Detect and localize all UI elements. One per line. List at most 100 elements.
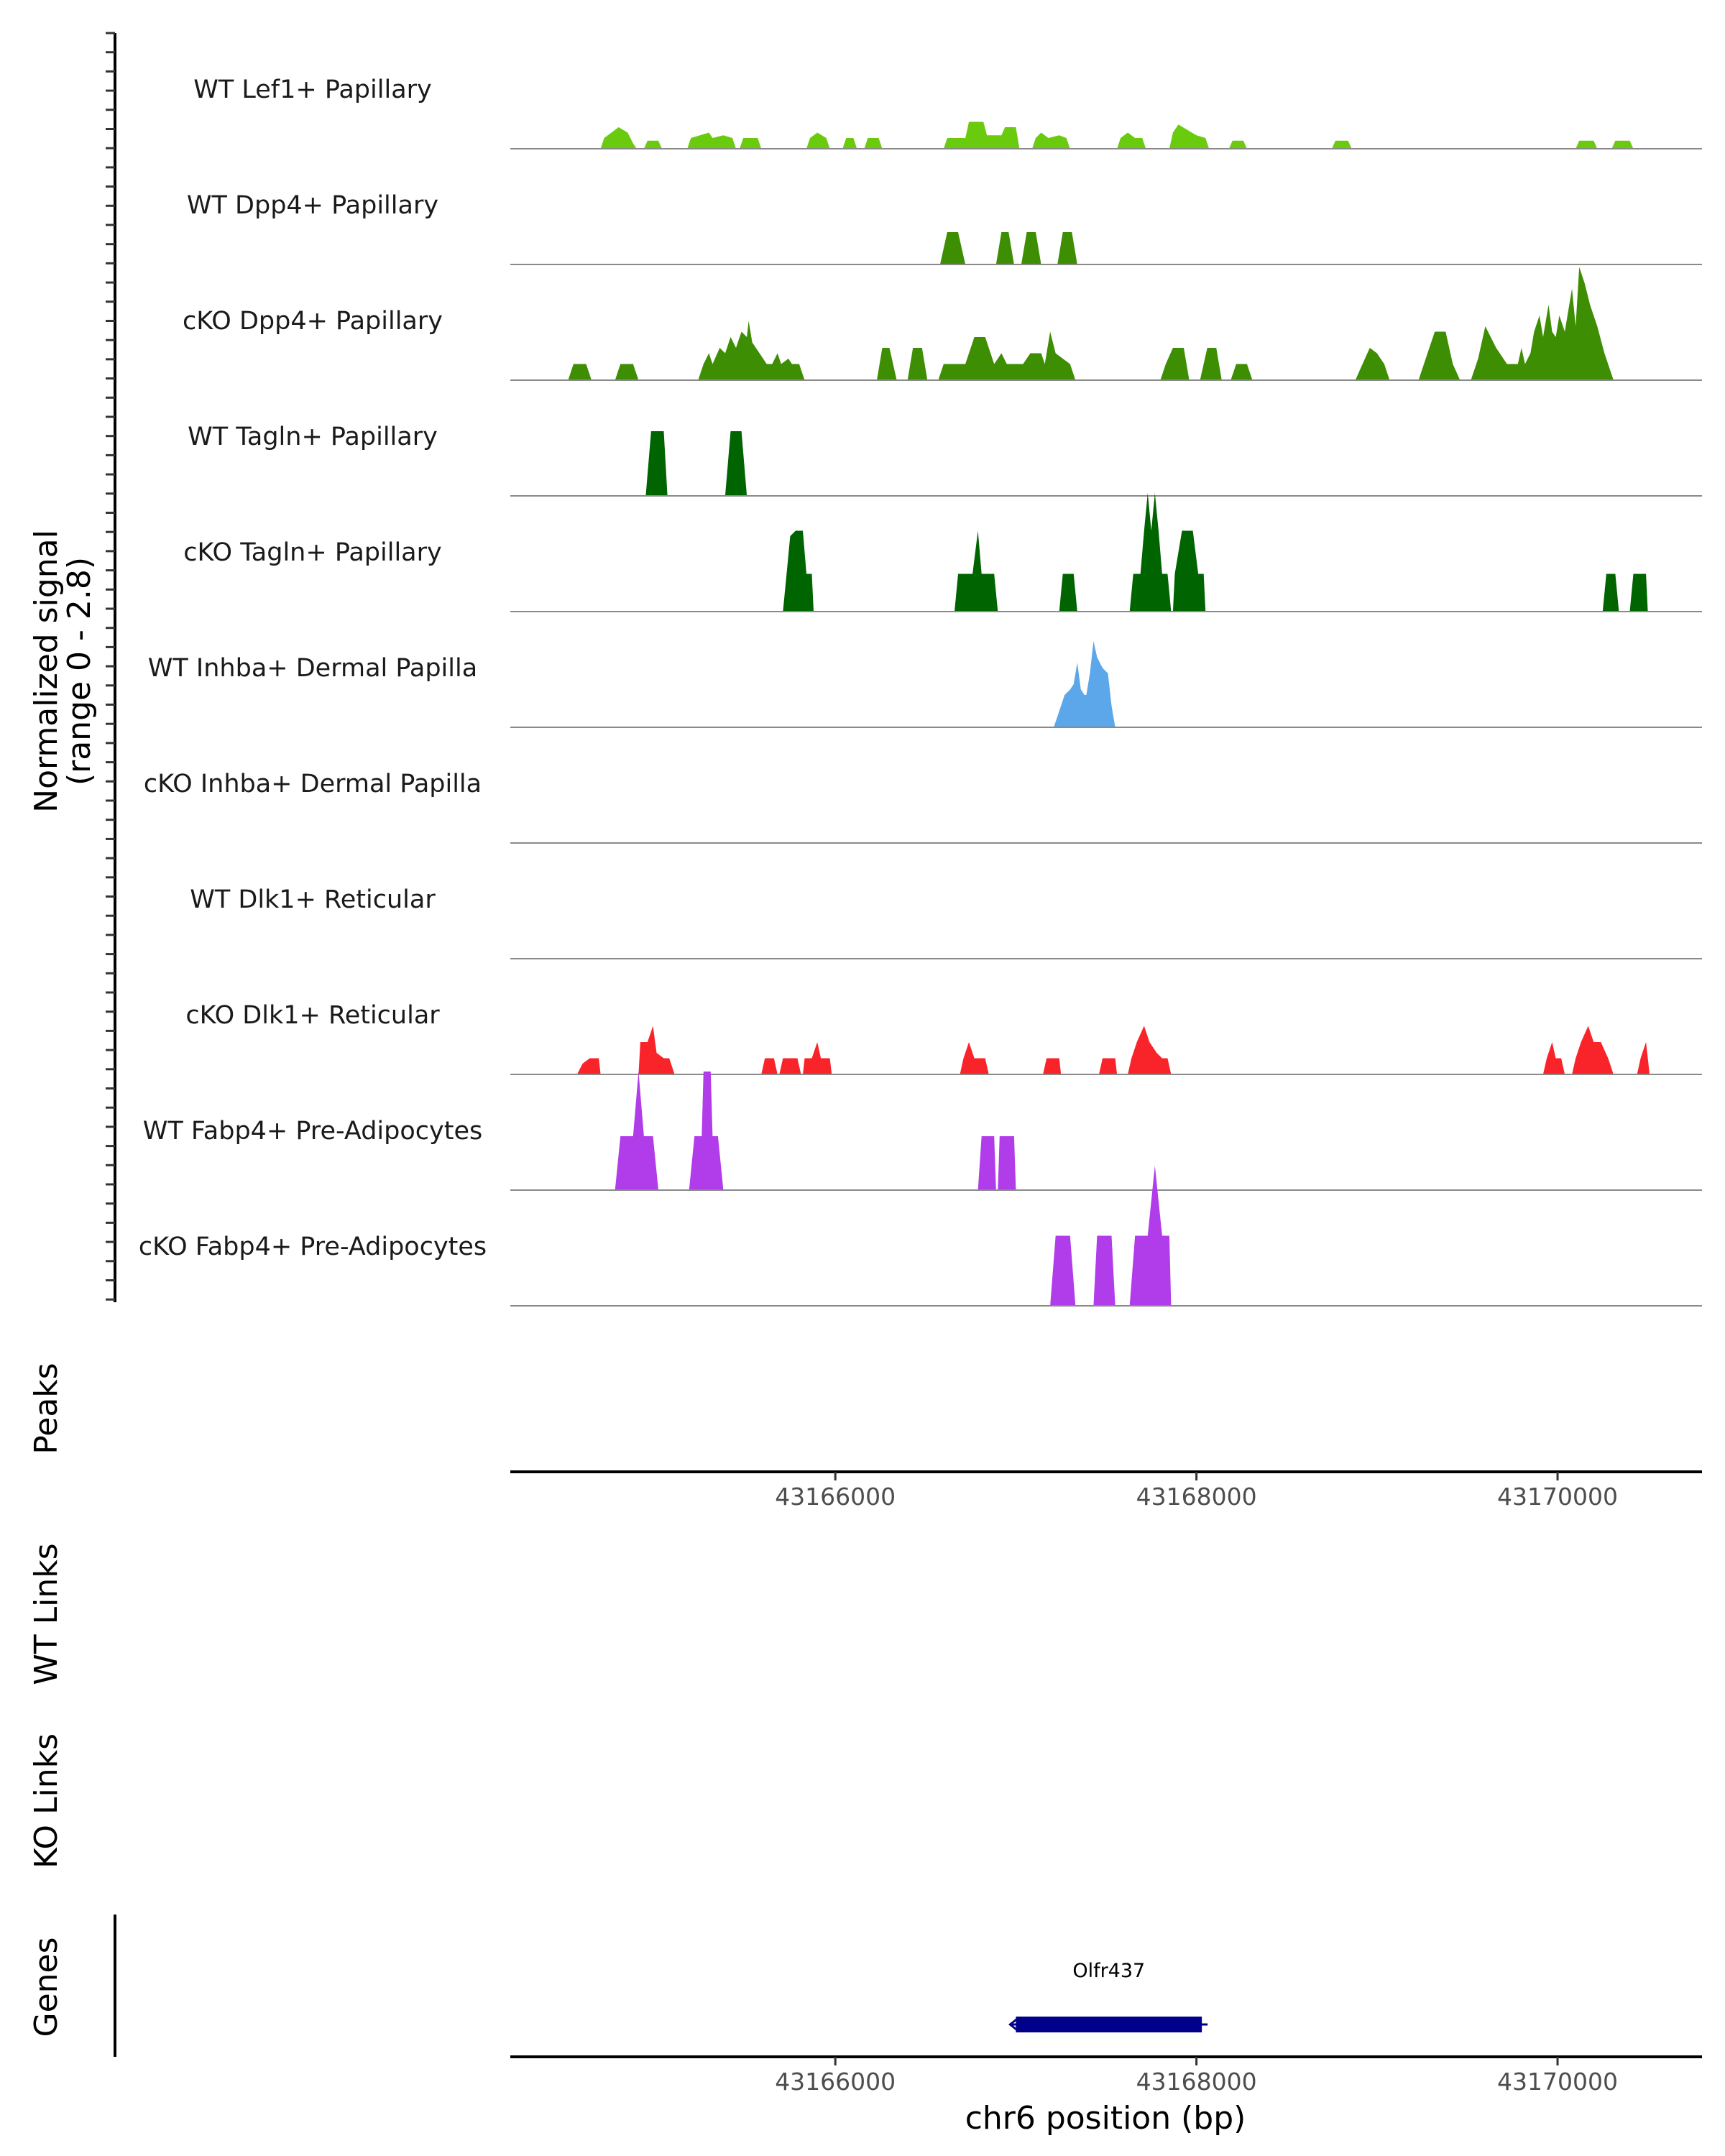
peaks-x-ticks: 43166000 43168000 43170000 bbox=[775, 1472, 1618, 1511]
signal-peak bbox=[1099, 1058, 1118, 1074]
track-5: cKO Tagln+ Papillary bbox=[183, 493, 1702, 612]
track-label: WT Dpp4+ Papillary bbox=[187, 191, 438, 220]
signal-peak bbox=[1043, 1058, 1062, 1074]
signal-peak bbox=[1172, 530, 1206, 612]
signal-peak bbox=[1057, 232, 1077, 264]
signal-peak bbox=[779, 1058, 801, 1074]
x-tick-label: 43166000 bbox=[775, 1483, 896, 1511]
signal-peak bbox=[877, 348, 897, 380]
signal-peak bbox=[842, 138, 857, 149]
signal-peak bbox=[761, 1058, 778, 1074]
signal-peak bbox=[1050, 1235, 1076, 1306]
signal-peak bbox=[645, 431, 668, 496]
signal-peak bbox=[615, 1072, 658, 1190]
track-label: WT Lef1+ Papillary bbox=[193, 75, 432, 104]
track-label: cKO Inhba+ Dermal Papilla bbox=[144, 770, 482, 798]
x-tick-label: 43168000 bbox=[1136, 1483, 1257, 1511]
genes-x-ticks: 43166000 43168000 43170000 bbox=[775, 2057, 1618, 2096]
y-axis-title-line-2: (range 0 - 2.8) bbox=[61, 557, 98, 786]
signal-peak bbox=[954, 530, 998, 612]
genes-panel-title: Genes bbox=[28, 1937, 65, 2037]
signal-peak bbox=[995, 232, 1014, 264]
track-label: cKO Dpp4+ Papillary bbox=[183, 307, 443, 336]
track-11: cKO Fabp4+ Pre-Adipocytes bbox=[139, 1166, 1702, 1307]
ko-links-panel-title: KO Links bbox=[28, 1733, 65, 1869]
x-tick-label: 43166000 bbox=[775, 2068, 896, 2096]
signal-peak bbox=[960, 1042, 989, 1074]
track-7: cKO Inhba+ Dermal Papilla bbox=[144, 770, 1702, 844]
signal-peak bbox=[783, 530, 814, 612]
signal-peak bbox=[1129, 493, 1172, 612]
gene-track: Olfr437 bbox=[1008, 1960, 1208, 2032]
signal-peak bbox=[998, 1136, 1016, 1190]
signal-peak bbox=[1471, 267, 1614, 380]
track-label: WT Fabp4+ Pre-Adipocytes bbox=[143, 1117, 482, 1146]
signal-peak bbox=[576, 1058, 601, 1074]
signal-peak bbox=[1418, 331, 1460, 380]
signal-peak bbox=[939, 232, 966, 264]
signal-peak bbox=[689, 1072, 724, 1190]
signal-peak bbox=[740, 138, 762, 149]
track-label: WT Tagln+ Papillary bbox=[188, 423, 438, 451]
signal-peak bbox=[568, 364, 592, 380]
signal-peak bbox=[687, 132, 736, 149]
signal-peak bbox=[1355, 348, 1390, 380]
signal-peak bbox=[1117, 132, 1146, 149]
signal-peak bbox=[1332, 140, 1352, 149]
strand-arrow-icon bbox=[1008, 2017, 1018, 2032]
track-2: WT Dpp4+ Papillary bbox=[187, 191, 1702, 265]
signal-peak bbox=[864, 138, 883, 149]
signal-peak bbox=[978, 1136, 996, 1190]
signal-peak bbox=[643, 140, 662, 149]
signal-peak bbox=[1093, 1235, 1116, 1306]
signal-peak bbox=[698, 321, 805, 380]
signal-peak bbox=[1169, 124, 1210, 149]
track-1: WT Lef1+ Papillary bbox=[193, 75, 1702, 149]
track-6: WT Inhba+ Dermal Papilla bbox=[148, 641, 1702, 728]
x-tick-label: 43168000 bbox=[1136, 2068, 1257, 2096]
wt-links-panel-title: WT Links bbox=[28, 1543, 65, 1685]
x-axis-title: chr6 position (bp) bbox=[965, 2100, 1246, 2137]
signal-peak bbox=[1230, 364, 1253, 380]
signal-peak bbox=[615, 364, 639, 380]
signal-peak bbox=[600, 127, 637, 149]
y-axis-title-line-1: Normalized signal bbox=[28, 530, 65, 813]
signal-peak bbox=[724, 431, 748, 496]
peaks-panel-title: Peaks bbox=[28, 1363, 65, 1454]
track-label: WT Dlk1+ Reticular bbox=[190, 885, 436, 914]
x-tick-label: 43170000 bbox=[1497, 1483, 1618, 1511]
signal-peak bbox=[1602, 573, 1619, 612]
signal-peak bbox=[1160, 348, 1190, 380]
track-4: WT Tagln+ Papillary bbox=[188, 423, 1702, 497]
track-label: cKO Dlk1+ Reticular bbox=[185, 1001, 440, 1030]
track-3: cKO Dpp4+ Papillary bbox=[183, 267, 1702, 381]
signal-peak bbox=[1637, 1042, 1650, 1074]
signal-peak bbox=[1054, 641, 1116, 727]
signal-peak bbox=[1629, 573, 1648, 612]
signal-peak bbox=[943, 121, 1020, 149]
signal-peak bbox=[806, 132, 830, 149]
coverage-y-ticks bbox=[106, 32, 115, 1301]
x-tick-label: 43170000 bbox=[1497, 2068, 1618, 2096]
signal-peak bbox=[938, 331, 1076, 380]
track-8: WT Dlk1+ Reticular bbox=[190, 885, 1702, 959]
signal-peak bbox=[1128, 1026, 1172, 1074]
signal-peak bbox=[907, 348, 928, 380]
signal-peak bbox=[1228, 140, 1247, 149]
track-label: cKO Fabp4+ Pre-Adipocytes bbox=[139, 1233, 487, 1261]
signal-peak bbox=[1542, 1042, 1565, 1074]
coverage-tracks: WT Lef1+ Papillary WT Dpp4+ Papillary cKO … bbox=[139, 75, 1702, 1307]
signal-peak bbox=[1059, 573, 1077, 612]
signal-peak bbox=[1129, 1166, 1172, 1306]
gene-label: Olfr437 bbox=[1072, 1960, 1145, 1982]
signal-peak bbox=[1200, 348, 1222, 380]
signal-peak bbox=[1576, 140, 1598, 149]
track-label: WT Inhba+ Dermal Papilla bbox=[148, 654, 477, 683]
signal-peak bbox=[803, 1042, 832, 1074]
signal-peak bbox=[1572, 1026, 1614, 1074]
track-10: WT Fabp4+ Pre-Adipocytes bbox=[143, 1072, 1702, 1191]
signal-peak bbox=[1611, 140, 1634, 149]
track-9: cKO Dlk1+ Reticular bbox=[185, 1001, 1702, 1075]
signal-peak bbox=[1032, 132, 1070, 149]
